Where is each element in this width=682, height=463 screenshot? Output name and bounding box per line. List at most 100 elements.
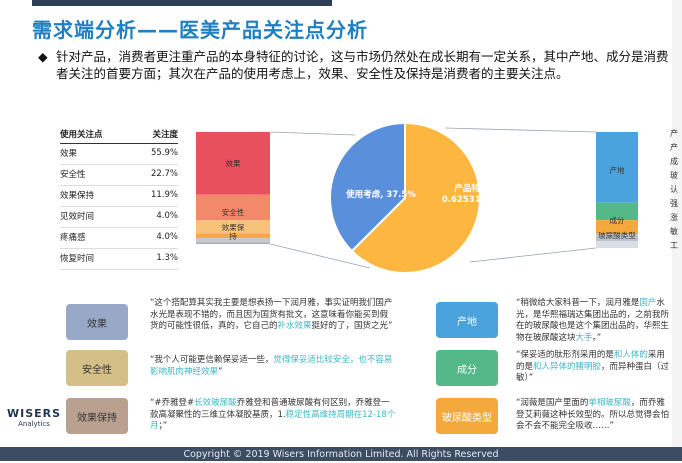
row-label: 效果保持 <box>60 185 133 207</box>
row-label: 疼痛感 <box>60 227 133 249</box>
quote-text: “我个人可能更信赖保妥适一些， <box>150 355 274 365</box>
summary-bullet: ◆ 针对产品，消费者更注重产品的本身特征的讨论，这与市场仍然处在成长期有一定关系… <box>38 48 678 82</box>
quote-text-mid: 乔雅登和普通玻尿酸有何区别，乔雅登一款高凝聚性的三维立体凝胶基质，1. <box>150 398 390 420</box>
connector-line-2 <box>444 127 597 133</box>
pie-connector-lines <box>269 127 597 269</box>
tag-effect-duration: 效果保持 <box>66 398 128 434</box>
quote-highlight: 觉得保妥适比较安全，也不容易影响肌肉神经效果 <box>150 355 393 377</box>
usage-segment-1 <box>196 194 270 221</box>
right-scroll-area <box>672 0 682 461</box>
logo-wordmark: WISERS <box>6 407 62 420</box>
quote-text-mid: 水光，是华熙福瑞达集团出品的，之前我所在的玻尿酸也是这个集团出品的，华熙生物在玻… <box>516 298 670 343</box>
connector-line-1 <box>269 243 371 269</box>
quote-highlight: 国产 <box>639 298 657 308</box>
row-label: 安全性 <box>60 164 133 186</box>
quote-text-end: ” <box>218 366 223 377</box>
quote-highlight: 和人体的 <box>613 350 648 360</box>
table-header-row: 使用关注点 关注度 <box>60 126 178 144</box>
quote-text-mid: 采用的是 <box>516 350 665 372</box>
row-value: 11.9% <box>132 185 178 207</box>
table-row: 效果 55.9% <box>60 143 178 165</box>
row-value: 22.7% <box>132 164 178 186</box>
usage-segment-3 <box>196 233 270 239</box>
row-label: 恢复时间 <box>60 248 133 270</box>
quote-highlight-2: 大手 <box>575 332 593 343</box>
copyright-footer: Copyright © 2019 Wisers Information Limi… <box>0 447 682 461</box>
stack-label-safety: 安全性 <box>221 208 245 217</box>
right-col-char-5: 强 <box>670 199 678 208</box>
usage-segment-5 <box>196 242 270 244</box>
stack-label-effect: 效果 <box>225 159 241 168</box>
usage-concern-table: 使用关注点 关注度 效果 55.9% 安全性 22.7% 效果保持 11.9% 见效时… <box>60 126 178 270</box>
top-accent-bar <box>32 0 332 6</box>
quote-origin: “稍微给大家科普一下，润月雅是国产水光，是华熙福瑞达集团出品的，之前我所在的玻尿… <box>516 298 672 344</box>
stack-label-duration-2: 持 <box>229 232 237 241</box>
quote-text: “#乔雅登# <box>150 398 195 408</box>
table-row: 效果保持 11.9% <box>60 185 178 207</box>
pie-slice-1 <box>350 121 481 274</box>
quote-text-end: 挺好的了，国货之光” <box>311 321 393 331</box>
usage-segment-4 <box>196 238 270 243</box>
tag-safety: 安全性 <box>66 350 128 386</box>
usage-segment-0 <box>196 132 270 195</box>
product-stacked-bar <box>596 132 638 248</box>
pie-label-product: 产品特征, 0.625310399 <box>441 184 505 205</box>
right-col-char-8: 工 <box>670 241 678 250</box>
stack-label-ha-type: 玻尿酸类型 <box>598 231 636 240</box>
quote-text: “润薇是国产里面的 <box>516 398 589 408</box>
right-col-char-2: 成 <box>670 157 678 166</box>
stack-label-ingredient: 成分 <box>609 216 625 225</box>
quote-text-end: 。” <box>592 332 602 343</box>
product-segment-4 <box>596 241 638 248</box>
quote-effect-duration: “#乔雅登#长效玻尿酸乔雅登和普通玻尿酸有何区别，乔雅登一款高凝聚性的三维立体凝… <box>150 398 396 433</box>
product-segment-2 <box>596 220 638 235</box>
usage-stacked-bar <box>196 132 270 244</box>
right-col-char-3: 玻 <box>670 171 678 180</box>
quote-highlight: 单相玻尿酸 <box>588 398 631 408</box>
quote-text: “这个搭配算其实我主要是想表扬一下润月雅，事实证明我们国产水光是表现不错的，而且… <box>150 298 393 331</box>
table-row: 疼痛感 4.0% <box>60 227 178 249</box>
row-value: 4.0% <box>132 227 178 249</box>
product-segment-1 <box>596 202 638 221</box>
stack-label-duration: 效果保 <box>221 223 245 232</box>
stack-label-origin: 产地 <box>609 166 625 175</box>
wisers-logo: WISERS Analytics <box>4 407 64 428</box>
connector-line-3 <box>469 247 597 263</box>
row-label: 效果 <box>60 143 133 165</box>
row-value: 1.3% <box>132 248 178 270</box>
row-value: 4.0% <box>132 206 178 228</box>
quote-text: “保妥适的肽形剂采用的是 <box>516 350 614 360</box>
tag-origin: 产地 <box>436 302 498 338</box>
quote-text: “稍微给大家科普一下，润月雅是 <box>516 298 640 308</box>
product-segment-0 <box>596 132 638 203</box>
quote-text-end: ，而乔雅登艾莉薇这种长效型的。所以总觉得会怕会不会不能完全吸收……” <box>516 398 670 431</box>
right-col-char-7: 敏 <box>670 227 678 236</box>
quote-highlight-2: 稳定性高维持周期在12-18个月 <box>150 409 396 432</box>
quote-highlight-2: 和人异体的猪明胶 <box>533 361 602 372</box>
focus-pie-chart <box>329 121 481 274</box>
quote-highlight: 补水效果 <box>277 321 312 331</box>
column-header-concern: 使用关注点 <box>60 126 133 144</box>
logo-subtitle: Analytics <box>18 420 50 428</box>
table-row: 恢复时间 1.3% <box>60 248 178 270</box>
tag-ingredient: 成分 <box>436 350 498 386</box>
quote-ha-type: “润薇是国产里面的单相玻尿酸，而乔雅登艾莉薇这种长效型的。所以总觉得会怕会不会不… <box>516 398 672 433</box>
quote-effect: “这个搭配算其实我主要是想表扬一下润月雅，事实证明我们国产水光是表现不错的，而且… <box>150 298 396 333</box>
row-value: 55.9% <box>132 143 178 165</box>
quote-text-end: ，而异种蛋白（过敏）” <box>516 361 670 384</box>
table-row: 见效时间 4.0% <box>60 206 178 228</box>
column-header-attention: 关注度 <box>132 126 178 144</box>
product-segment-3 <box>596 234 638 242</box>
row-label: 见效时间 <box>60 206 133 228</box>
usage-segment-2 <box>196 220 270 234</box>
quote-safety: “我个人可能更信赖保妥适一些，觉得保妥适比较安全，也不容易影响肌肉神经效果” <box>150 355 396 378</box>
right-col-char-4: 认 <box>670 185 678 194</box>
right-col-char-6: 涨 <box>670 213 678 222</box>
attention-charts <box>196 121 638 274</box>
tag-ha-type: 玻尿酸类型 <box>436 398 498 434</box>
quote-text-end: ；” <box>158 421 168 431</box>
tag-effect: 效果 <box>66 304 128 340</box>
pie-slice-0 <box>329 121 406 253</box>
table-row: 安全性 22.7% <box>60 164 178 186</box>
summary-text: 针对产品，消费者更注重产品的本身特征的讨论，这与市场仍然处在成长期有一定关系，其… <box>56 49 669 81</box>
